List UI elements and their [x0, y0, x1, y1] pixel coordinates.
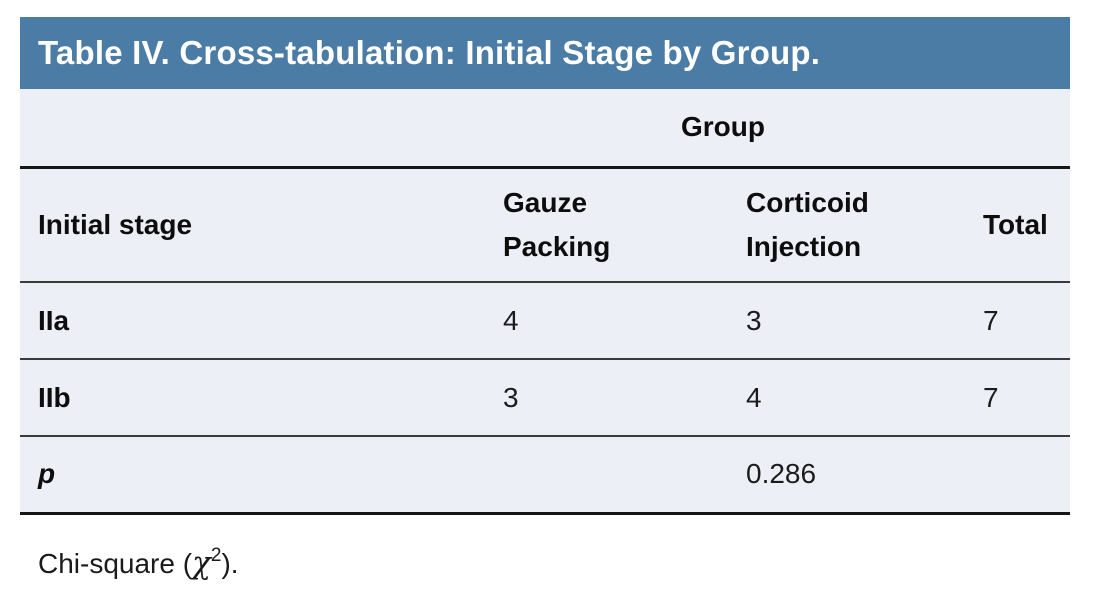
group-header-row: Group	[20, 89, 1070, 169]
cell-p-total	[975, 436, 1070, 515]
cross-tabulation-table: Group Initial stage Gauze Packing Cortic…	[20, 89, 1070, 515]
cell-iib-corticoid: 4	[738, 359, 975, 437]
column-header-corticoid-injection-label: Corticoid Injection	[746, 187, 869, 262]
cell-iia-total: 7	[975, 282, 1070, 360]
footnote-prefix: Chi-square (	[38, 548, 193, 579]
column-header-corticoid-injection: Corticoid Injection	[738, 167, 975, 283]
table-row-p: p 0.286	[20, 436, 1070, 515]
row-label-iia: IIa	[20, 282, 495, 360]
row-label-iib: IIb	[20, 359, 495, 437]
group-row-spacer-left	[20, 89, 495, 169]
column-header-row: Initial stage Gauze Packing Corticoid In…	[20, 167, 1070, 283]
chi-superscript: 2	[210, 545, 222, 566]
table-title-bar: Table IV. Cross-tabulation: Initial Stag…	[20, 17, 1070, 89]
row-label-p: p	[20, 436, 495, 515]
cell-iia-corticoid: 3	[738, 282, 975, 360]
footnote-suffix: ).	[221, 548, 239, 579]
table-row-iib: IIb 3 4 7	[20, 359, 1070, 437]
table-footnote: Chi-square (χ2).	[38, 545, 239, 581]
cell-p-gauze	[495, 436, 738, 515]
cell-iib-total: 7	[975, 359, 1070, 437]
table-row-iia: IIa 4 3 7	[20, 282, 1070, 360]
group-header-cell: Group	[495, 89, 975, 169]
table-card: Table IV. Cross-tabulation: Initial Stag…	[20, 17, 1070, 515]
group-header-label: Group	[681, 111, 765, 143]
column-header-total: Total	[975, 167, 1070, 283]
cell-iia-gauze: 4	[495, 282, 738, 360]
chi-symbol: χ	[192, 545, 211, 581]
column-header-gauze-packing: Gauze Packing	[495, 167, 738, 283]
column-header-gauze-packing-label: Gauze Packing	[503, 187, 611, 262]
cell-iib-gauze: 3	[495, 359, 738, 437]
cell-p-value: 0.286	[738, 436, 975, 515]
table-title: Table IV. Cross-tabulation: Initial Stag…	[38, 34, 821, 71]
group-row-spacer-right	[975, 89, 1070, 169]
column-header-initial-stage: Initial stage	[20, 167, 495, 283]
